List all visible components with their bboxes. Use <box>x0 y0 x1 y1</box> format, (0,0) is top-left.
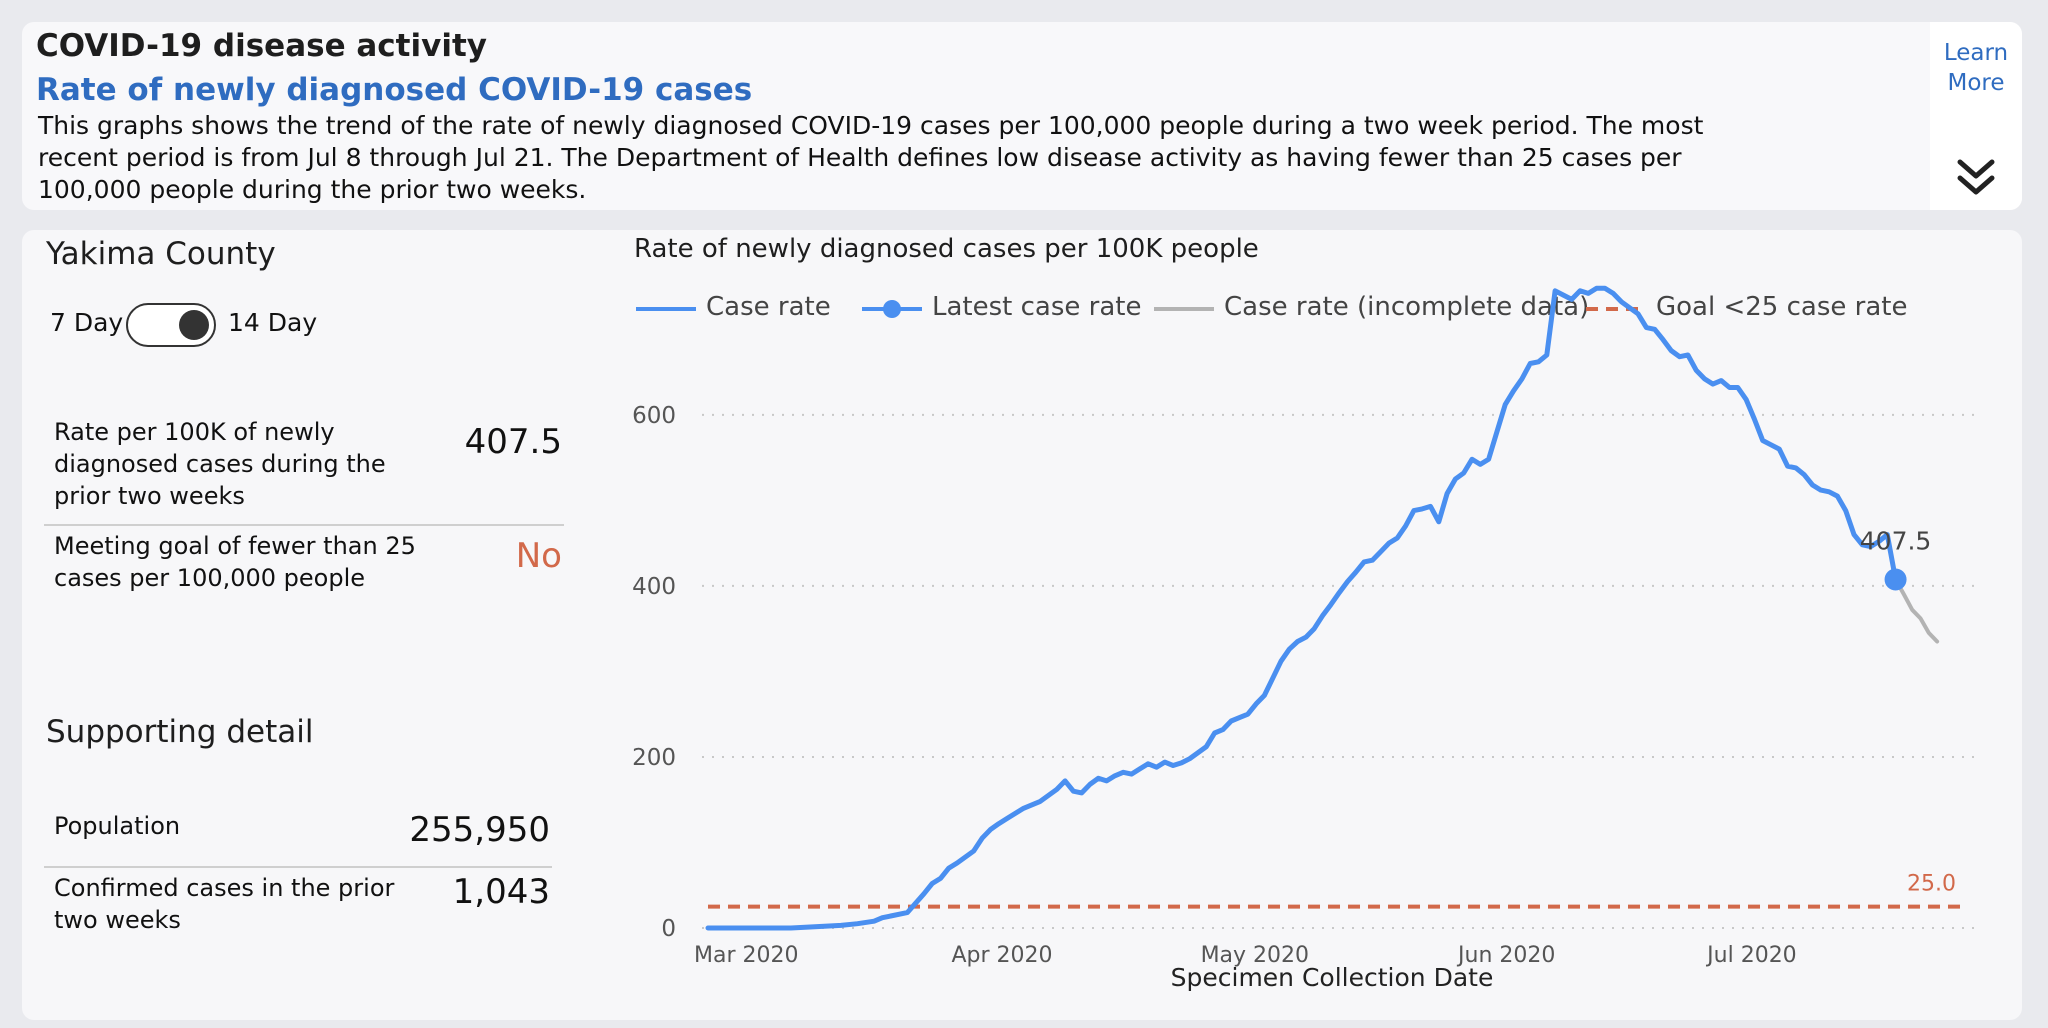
toggle-knob[interactable] <box>179 310 209 340</box>
divider <box>44 524 564 526</box>
x-axis-label: Specimen Collection Date <box>1171 963 1494 992</box>
goal-label: Meeting goal of fewer than 25 cases per … <box>54 532 416 592</box>
rate-value: 407.5 <box>464 422 562 462</box>
header-card: COVID-19 disease activity Rate of newly … <box>22 22 2022 210</box>
y-tick-label: 0 <box>661 916 676 942</box>
x-tick-label: Jun 2020 <box>1456 943 1555 968</box>
case-rate-line <box>705 285 1899 931</box>
learn-more-link[interactable]: Learn More <box>1943 40 2009 96</box>
x-tick-label: May 2020 <box>1201 943 1309 968</box>
toggle-label-14-day[interactable]: 14 Day <box>228 308 318 337</box>
page-description: This graphs shows the trend of the rate … <box>38 111 1704 204</box>
latest-value-label: 407.5 <box>1860 526 1932 555</box>
goal-kpi: Meeting goal of fewer than 25 cases per … <box>52 530 562 630</box>
toggle-label-7-day[interactable]: 7 Day <box>50 308 124 337</box>
goal-label: 25.0 <box>1907 872 1956 897</box>
y-tick-label: 600 <box>632 403 676 429</box>
rate-kpi: Rate per 100K of newly diagnosed cases d… <box>52 416 562 516</box>
incomplete-data-line <box>1893 577 1940 644</box>
legend-label: Goal <25 case rate <box>1656 292 1908 322</box>
divider <box>44 866 552 868</box>
legend-label: Case rate <box>706 292 831 322</box>
line-swatch-icon <box>636 307 696 311</box>
chart-title: Rate of newly diagnosed cases per 100K p… <box>634 234 1259 264</box>
county-title: Yakima County <box>46 236 276 272</box>
legend-label: Latest case rate <box>932 292 1142 322</box>
line-chart: 0 200 400 600 Mar 2020 Apr 2020 May 2020 Jun 20… <box>632 285 1978 992</box>
dashed-line-swatch-icon <box>1586 307 1646 311</box>
goal-status-value: No <box>515 536 562 576</box>
learn-more-panel[interactable]: Learn More <box>1930 22 2022 210</box>
dot-line-swatch-icon <box>862 300 922 318</box>
supporting-detail-title: Supporting detail <box>46 714 314 750</box>
double-chevron-down-icon[interactable] <box>1952 158 2000 198</box>
page-title: COVID-19 disease activity <box>36 28 487 64</box>
latest-case-rate-point <box>1884 568 1907 591</box>
confirmed-label: Confirmed cases in the prior two weeks <box>54 874 395 934</box>
population-value: 255,950 <box>409 810 550 850</box>
confirmed-value: 1,043 <box>452 872 550 912</box>
population-kpi: Population 255,950 <box>52 810 550 860</box>
x-tick-label: Jul 2020 <box>1705 943 1797 968</box>
population-label: Population <box>54 812 181 840</box>
main-card: Yakima County 7 Day 14 Day Rate per 100K… <box>22 230 2022 1020</box>
y-tick-label: 400 <box>632 574 676 600</box>
x-tick-label: Mar 2020 <box>694 943 799 968</box>
rate-label: Rate per 100K of newly diagnosed cases d… <box>54 418 386 510</box>
page-subtitle: Rate of newly diagnosed COVID-19 cases <box>36 72 753 108</box>
x-tick-label: Apr 2020 <box>951 943 1052 968</box>
line-swatch-icon <box>1154 307 1214 311</box>
confirmed-kpi: Confirmed cases in the prior two weeks 1… <box>52 872 550 942</box>
y-tick-label: 200 <box>632 745 676 771</box>
legend-label: Case rate (incomplete data) <box>1224 292 1590 322</box>
day-range-toggle[interactable] <box>126 303 216 347</box>
